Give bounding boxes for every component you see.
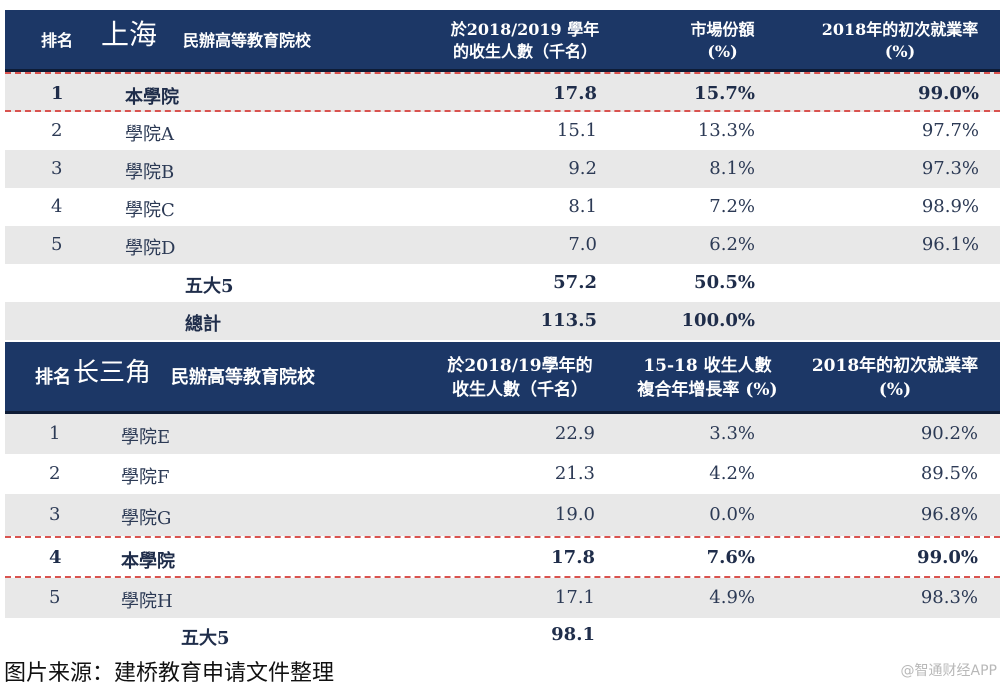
table-row: 4 本學院 17.8 7.6% 99.0% bbox=[5, 536, 1000, 578]
cell-share: 8.1% bbox=[709, 158, 755, 179]
top5-label: 五大5 bbox=[185, 276, 234, 297]
cell-name: 學院C bbox=[125, 200, 175, 221]
table-row: 3 學院B 9.2 8.1% 97.3% bbox=[5, 150, 1000, 188]
table-row: 1 本學院 17.8 15.7% 99.0% bbox=[5, 72, 1000, 112]
cell-enroll: 21.3 bbox=[554, 463, 595, 484]
cell-rank: 2 bbox=[51, 120, 63, 141]
top5-share: 50.5% bbox=[694, 272, 755, 293]
source-note: 图片来源：建桥教育申请文件整理 bbox=[4, 661, 335, 686]
cell-employ: 99.0% bbox=[917, 547, 978, 568]
cell-share: 13.3% bbox=[697, 120, 755, 141]
cell-name: 學院A bbox=[125, 124, 174, 145]
watermark: @智通财经APP bbox=[900, 663, 997, 679]
cell-enroll: 17.1 bbox=[554, 587, 595, 608]
cell-rank: 2 bbox=[49, 463, 61, 484]
cell-employ: 96.1% bbox=[921, 234, 979, 255]
cell-rank: 1 bbox=[49, 423, 61, 444]
cell-employ: 96.8% bbox=[920, 504, 978, 525]
cell-share: 7.2% bbox=[709, 196, 755, 217]
table-row: 1 學院E 22.9 3.3% 90.2% bbox=[5, 414, 1000, 454]
header-growth: 15-18 收生人數 複合年增長率 (%) bbox=[637, 356, 778, 400]
top5-enroll: 57.2 bbox=[553, 272, 597, 293]
header-region: 长三角 bbox=[73, 358, 152, 388]
cell-enroll: 9.2 bbox=[568, 158, 597, 179]
cell-name: 學院D bbox=[125, 238, 176, 259]
cell-enroll: 17.8 bbox=[551, 547, 595, 568]
cell-employ: 98.3% bbox=[920, 587, 978, 608]
cell-growth: 0.0% bbox=[709, 504, 755, 525]
cell-name: 學院F bbox=[121, 467, 170, 488]
table-header: 排名 上海 民辦高等教育院校 於2018/2019 學年 的收生人數（千名） 市… bbox=[5, 10, 1000, 72]
cell-growth: 4.2% bbox=[709, 463, 755, 484]
header-rank: 排名 bbox=[35, 367, 71, 388]
cell-enroll: 19.0 bbox=[554, 504, 595, 525]
cell-name: 學院E bbox=[121, 427, 171, 448]
cell-rank: 5 bbox=[51, 234, 63, 255]
total-row: 總計 113.5 100.0% bbox=[5, 302, 1000, 340]
cell-enroll: 7.0 bbox=[568, 234, 597, 255]
cell-employ: 89.5% bbox=[920, 463, 978, 484]
header-school: 民辦高等教育院校 bbox=[183, 31, 312, 50]
top5-label: 五大5 bbox=[181, 628, 230, 649]
cell-rank: 5 bbox=[49, 587, 61, 608]
cell-enroll: 8.1 bbox=[568, 196, 597, 217]
total-enroll: 113.5 bbox=[540, 310, 597, 331]
cell-employ: 90.2% bbox=[920, 423, 978, 444]
cell-rank: 4 bbox=[51, 196, 63, 217]
cell-rank: 4 bbox=[49, 547, 62, 568]
header-employ: 2018年的初次就業率 (%) bbox=[821, 20, 979, 61]
top5-enroll: 98.1 bbox=[551, 624, 595, 645]
cell-share: 6.2% bbox=[709, 234, 755, 255]
cell-name: 學院H bbox=[121, 591, 173, 612]
top5-row: 五大5 57.2 50.5% bbox=[5, 264, 1000, 302]
header-share: 市場份額 (%) bbox=[690, 20, 755, 61]
cell-share: 15.7% bbox=[694, 83, 755, 104]
cell-growth: 3.3% bbox=[709, 423, 755, 444]
header-region: 上海 bbox=[101, 18, 158, 51]
table-header: 排名 长三角 民辦高等教育院校 於2018/19學年的 收生人數（千名） 15-… bbox=[5, 342, 1000, 414]
table-row: 5 學院H 17.1 4.9% 98.3% bbox=[5, 578, 1000, 618]
cell-enroll: 22.9 bbox=[554, 423, 595, 444]
cell-rank: 1 bbox=[51, 83, 64, 104]
header-enroll: 於2018/2019 學年 的收生人數（千名） bbox=[450, 20, 600, 61]
top5-row: 五大5 98.1 bbox=[5, 618, 1000, 654]
header-rank: 排名 bbox=[41, 31, 74, 50]
table-row: 2 學院F 21.3 4.2% 89.5% bbox=[5, 454, 1000, 494]
cell-name: 學院G bbox=[121, 508, 172, 529]
cell-employ: 97.3% bbox=[921, 158, 979, 179]
cell-name: 學院B bbox=[125, 162, 175, 183]
cell-rank: 3 bbox=[51, 158, 63, 179]
cell-employ: 98.9% bbox=[921, 196, 979, 217]
total-label: 總計 bbox=[185, 314, 221, 335]
header-school: 民辦高等教育院校 bbox=[171, 367, 315, 388]
header-enroll: 於2018/19學年的 收生人數（千名） bbox=[447, 356, 593, 400]
table-row: 2 學院A 15.1 13.3% 97.7% bbox=[5, 112, 1000, 150]
cell-enroll: 15.1 bbox=[556, 120, 597, 141]
cell-enroll: 17.8 bbox=[553, 83, 597, 104]
table-row: 4 學院C 8.1 7.2% 98.9% bbox=[5, 188, 1000, 226]
cell-name: 本學院 bbox=[125, 87, 179, 108]
table-row: 5 學院D 7.0 6.2% 96.1% bbox=[5, 226, 1000, 264]
cell-employ: 97.7% bbox=[921, 120, 979, 141]
cell-employ: 99.0% bbox=[918, 83, 979, 104]
total-share: 100.0% bbox=[681, 310, 755, 331]
cell-growth: 4.9% bbox=[709, 587, 755, 608]
table-row: 3 學院G 19.0 0.0% 96.8% bbox=[5, 494, 1000, 536]
cell-rank: 3 bbox=[49, 504, 61, 525]
header-employ: 2018年的初次就業率 (%) bbox=[811, 356, 979, 400]
cell-growth: 7.6% bbox=[706, 547, 755, 568]
cell-name: 本學院 bbox=[121, 551, 175, 572]
